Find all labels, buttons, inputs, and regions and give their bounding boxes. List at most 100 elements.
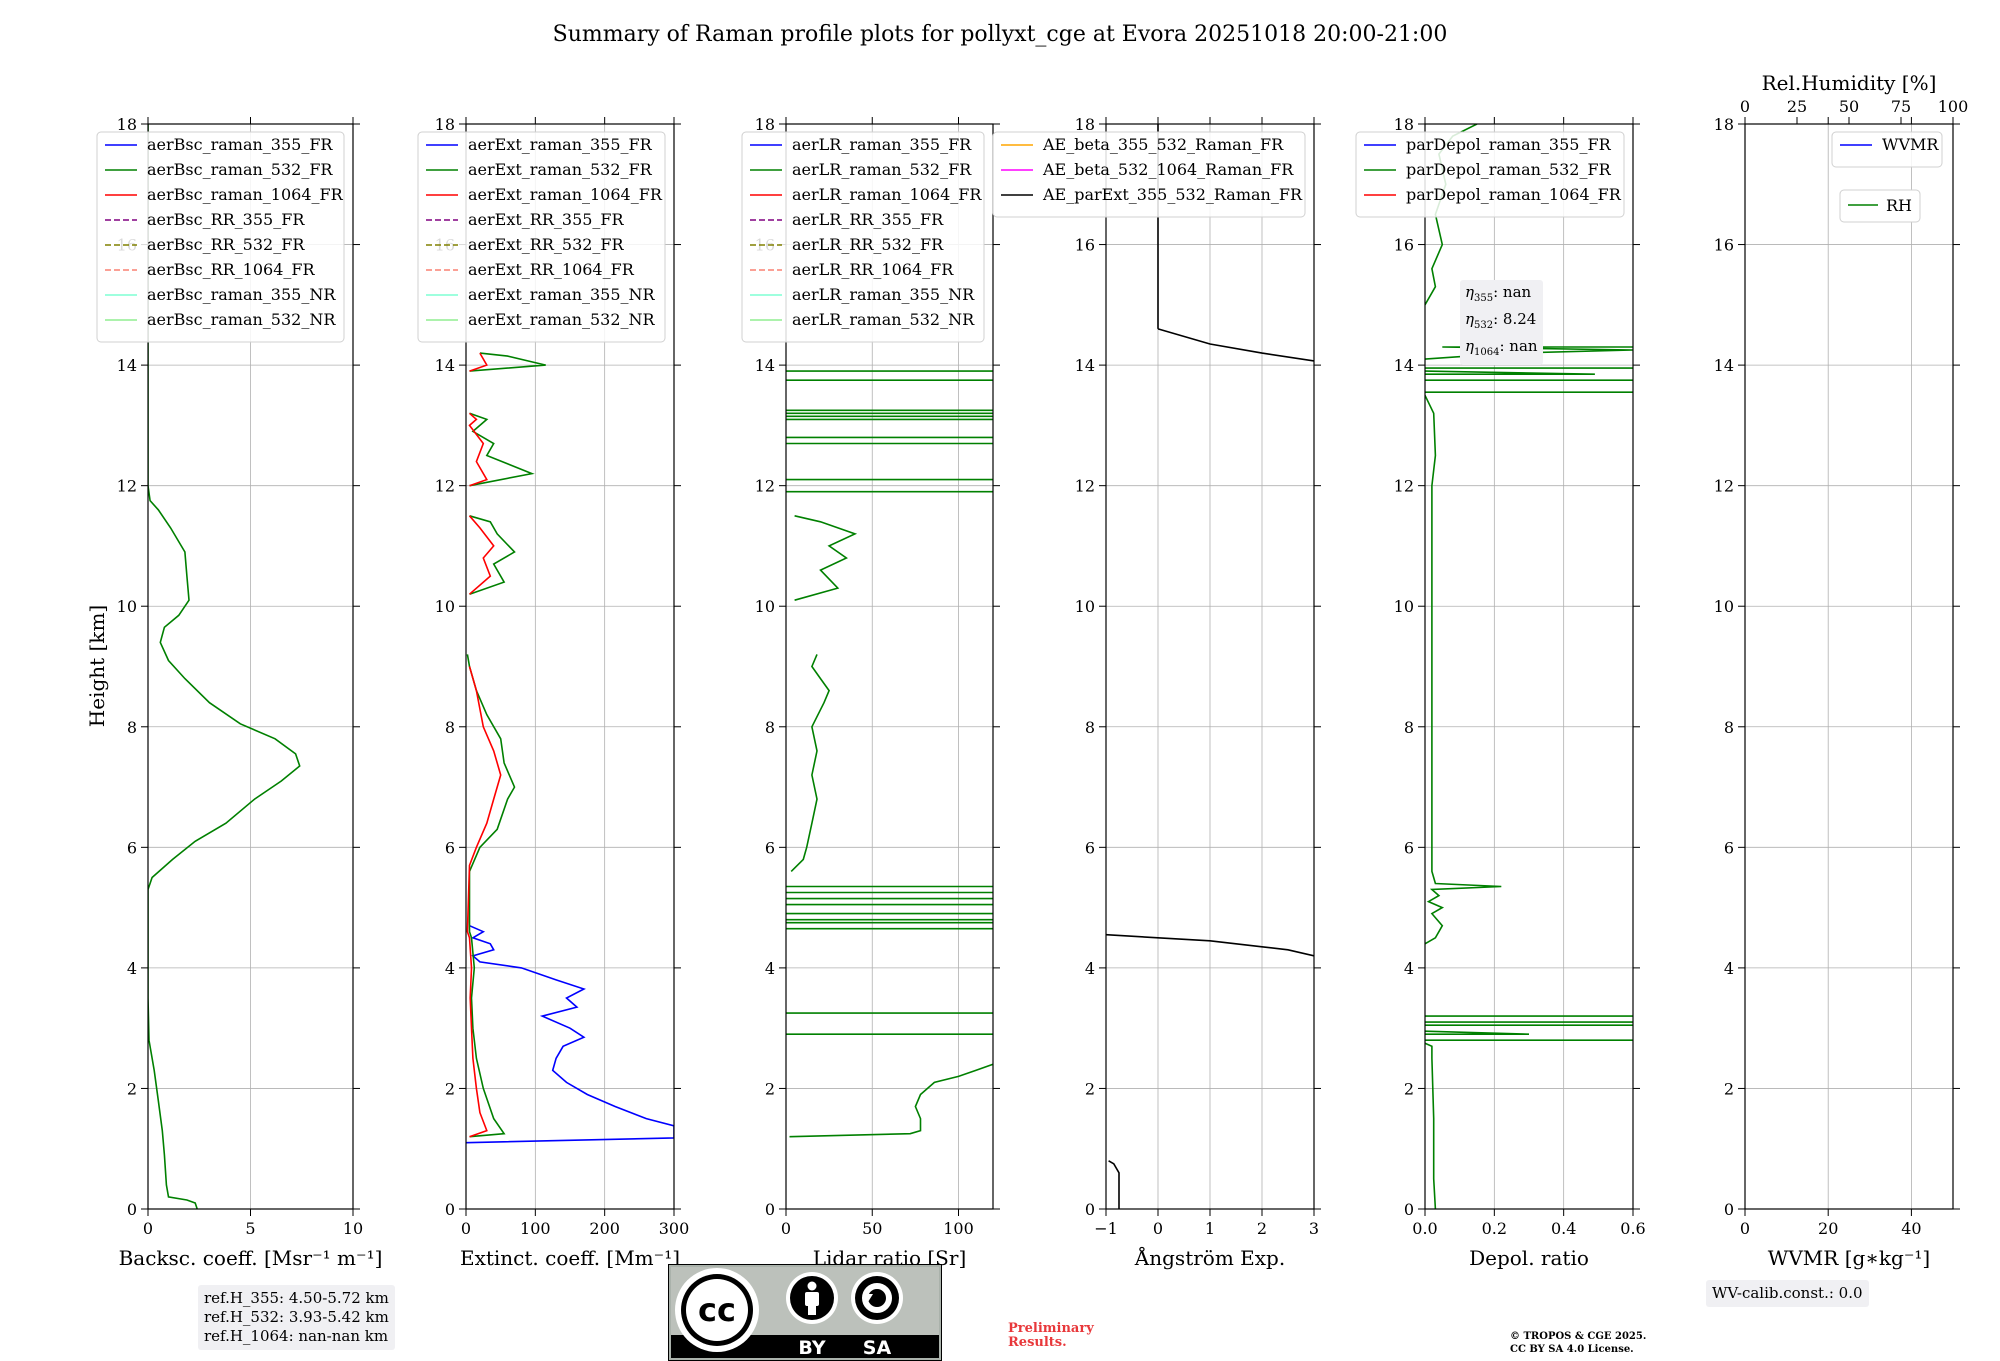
- legend-box: [417, 131, 666, 343]
- legend-label-aerBsc_raman_532_FR: aerBsc_raman_532_FR: [147, 160, 333, 179]
- copyright-note: © TROPOS & CGE 2025. CC BY SA 4.0 Licens…: [1510, 1331, 1647, 1355]
- x-tick-label: 0: [461, 1219, 471, 1238]
- legend-label-aerBsc_RR_1064_FR: aerBsc_RR_1064_FR: [147, 260, 316, 279]
- panel-frame: [1424, 123, 1634, 1210]
- legend-box: [1831, 131, 1943, 168]
- y-tick-label: 14: [117, 356, 137, 375]
- y-tick-label: 18: [1075, 115, 1095, 134]
- y-tick-label: 8: [1404, 718, 1414, 737]
- y-tick-label: 6: [1085, 838, 1095, 857]
- y-tick-label: 8: [127, 718, 137, 737]
- legend-label-aerLR_raman_355_NR: aerLR_raman_355_NR: [792, 285, 975, 304]
- y-tick-label: 18: [1394, 115, 1414, 134]
- legend-label-aerLR_RR_1064_FR: aerLR_RR_1064_FR: [792, 260, 954, 279]
- panel-frame: [1744, 123, 1954, 1210]
- legend-label-parDepol_raman_355_FR: parDepol_raman_355_FR: [1406, 135, 1612, 154]
- legend-label-aerLR_raman_1064_FR: aerLR_raman_1064_FR: [792, 185, 982, 204]
- legend-label-aerLR_RR_355_FR: aerLR_RR_355_FR: [792, 210, 944, 229]
- legend-label-aerLR_RR_532_FR: aerLR_RR_532_FR: [792, 235, 944, 254]
- y-tick-label: 2: [1404, 1079, 1414, 1098]
- legend-label-aerExt_raman_532_FR: aerExt_raman_532_FR: [468, 160, 653, 179]
- series-line-aerBsc_raman_532_FR: [148, 124, 301, 1209]
- series-line-AE_parExt_355_532_Raman_FR: [1106, 124, 1314, 1209]
- y-tick-label: 4: [1724, 959, 1734, 978]
- y-tick-label: 6: [127, 838, 137, 857]
- legend-label-aerBsc_raman_355_FR: aerBsc_raman_355_FR: [147, 135, 333, 154]
- legend-label-aerExt_raman_532_NR: aerExt_raman_532_NR: [468, 310, 656, 329]
- panel-frame: [465, 123, 675, 1210]
- x-tick-label: 10: [343, 1219, 363, 1238]
- y-tick-label: 4: [127, 959, 137, 978]
- y-tick-label: 2: [127, 1079, 137, 1098]
- y-tick-label: 16: [1394, 236, 1414, 255]
- legend-label-aerExt_RR_355_FR: aerExt_RR_355_FR: [468, 210, 625, 229]
- series-line-aerExt_raman_532_FR: [466, 352, 546, 1138]
- top-x-tick-label: 50: [1839, 97, 1859, 116]
- svg-text:BY: BY: [798, 1337, 825, 1359]
- y-tick-label: 16: [1714, 236, 1734, 255]
- legend-label-aerBsc_raman_1064_FR: aerBsc_raman_1064_FR: [147, 185, 344, 204]
- x-tick-label: 20: [1818, 1219, 1838, 1238]
- y-tick-label: 14: [435, 356, 455, 375]
- x-tick-label: 300: [659, 1219, 690, 1238]
- y-tick-label: 0: [1404, 1200, 1414, 1219]
- legend-label-aerExt_RR_532_FR: aerExt_RR_532_FR: [468, 235, 625, 254]
- y-tick-label: 0: [1724, 1200, 1734, 1219]
- y-tick-label: 10: [755, 597, 775, 616]
- top-axis-label: Rel.Humidity [%]: [1762, 71, 1937, 95]
- y-tick-label: 14: [1075, 356, 1095, 375]
- legend-label-aerExt_raman_355_NR: aerExt_raman_355_NR: [468, 285, 656, 304]
- y-tick-label: 8: [1085, 718, 1095, 737]
- x-tick-label: 0: [143, 1219, 153, 1238]
- x-tick-label: 2: [1257, 1219, 1267, 1238]
- y-tick-label: 12: [1394, 477, 1414, 496]
- series-line-aerLR_raman_532_FR: [786, 370, 993, 1138]
- legend-label-aerExt_raman_355_FR: aerExt_raman_355_FR: [468, 135, 653, 154]
- eta-532: η532: 8.24: [1465, 310, 1537, 331]
- y-tick-label: 2: [1724, 1079, 1734, 1098]
- y-tick-label: 4: [445, 959, 455, 978]
- x-tick-label: 1: [1205, 1219, 1215, 1238]
- y-tick-label: 12: [1714, 477, 1734, 496]
- svg-text:SA: SA: [863, 1337, 892, 1359]
- y-tick-label: 6: [765, 838, 775, 857]
- legend-label-parDepol_raman_1064_FR: parDepol_raman_1064_FR: [1406, 185, 1622, 204]
- legend-box: [741, 131, 985, 343]
- y-tick-label: 2: [765, 1079, 775, 1098]
- series-line-parDepol_raman_532_FR: [1425, 124, 1633, 1209]
- y-tick-label: 12: [435, 477, 455, 496]
- legend-box: [1355, 131, 1625, 218]
- x-tick-label: 0: [1740, 1219, 1750, 1238]
- x-tick-label: 40: [1901, 1219, 1921, 1238]
- y-tick-label: 8: [445, 718, 455, 737]
- legend-label-WVMR: WVMR: [1882, 135, 1939, 154]
- y-tick-label: 16: [1075, 236, 1095, 255]
- legend-label-aerBsc_RR_532_FR: aerBsc_RR_532_FR: [147, 235, 305, 254]
- figure-title: Summary of Raman profile plots for polly…: [552, 22, 1448, 47]
- y-tick-label: 18: [1714, 115, 1734, 134]
- reference-height-box: ref.H_355: 4.50-5.72 km ref.H_532: 3.93-…: [198, 1285, 395, 1350]
- y-tick-label: 10: [1394, 597, 1414, 616]
- x-axis-label: Ångström Exp.: [1134, 1245, 1285, 1270]
- x-tick-label: 5: [245, 1219, 255, 1238]
- y-tick-label: 8: [1724, 718, 1734, 737]
- y-tick-label: 14: [1394, 356, 1414, 375]
- ref-h-355: ref.H_355: 4.50-5.72 km: [204, 1289, 389, 1307]
- y-tick-label: 2: [445, 1079, 455, 1098]
- legend-box: [96, 131, 345, 343]
- legend-label-RH: RH: [1886, 196, 1912, 215]
- x-tick-label: 0.4: [1551, 1219, 1576, 1238]
- y-tick-label: 10: [117, 597, 137, 616]
- legend-label-aerBsc_RR_355_FR: aerBsc_RR_355_FR: [147, 210, 305, 229]
- legend-label-aerExt_raman_1064_FR: aerExt_raman_1064_FR: [468, 185, 663, 204]
- svg-text:cc: cc: [698, 1291, 736, 1329]
- x-tick-label: 0.6: [1620, 1219, 1645, 1238]
- x-tick-label: 100: [520, 1219, 551, 1238]
- y-tick-label: 0: [445, 1200, 455, 1219]
- top-x-tick-label: 0: [1740, 97, 1750, 116]
- legend-label-AE_beta_355_532_Raman_FR: AE_beta_355_532_Raman_FR: [1042, 135, 1284, 154]
- y-tick-label: 10: [1714, 597, 1734, 616]
- series-line-aerExt_raman_1064_FR: [466, 352, 502, 1138]
- preliminary-note: Preliminary Results.: [1008, 1321, 1094, 1350]
- legend-label-aerLR_raman_532_NR: aerLR_raman_532_NR: [792, 310, 975, 329]
